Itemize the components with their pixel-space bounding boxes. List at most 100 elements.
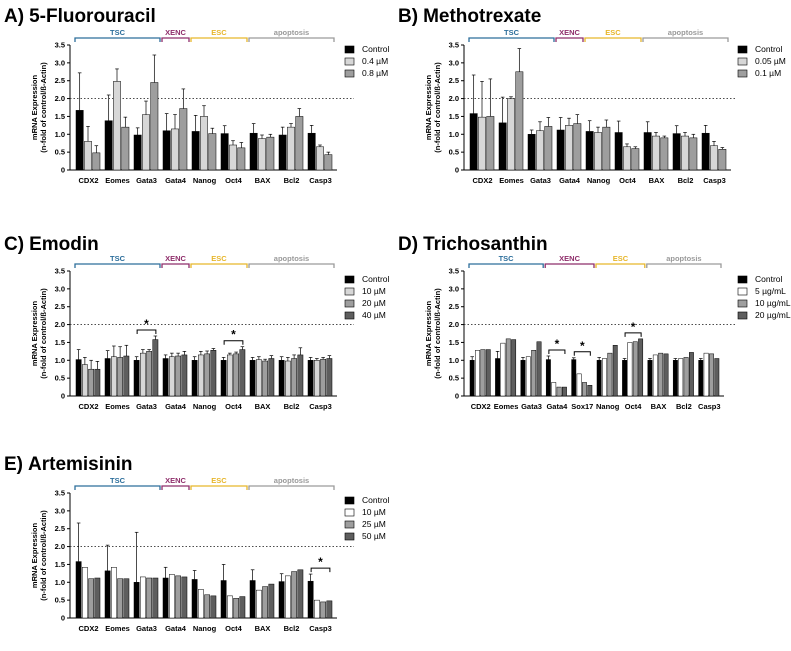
significance-star: * <box>631 320 636 334</box>
legend-swatch <box>737 287 748 296</box>
x-tick-label: BAX <box>255 624 271 633</box>
significance-bracket <box>136 329 157 334</box>
legend-swatch <box>737 299 748 308</box>
bar <box>123 578 130 619</box>
group-label: TSC <box>110 28 126 37</box>
bar <box>75 110 84 171</box>
bar <box>663 353 669 397</box>
significance-star: * <box>318 555 323 569</box>
y-tick-label: 1.0 <box>449 130 459 139</box>
group-label: ESC <box>613 254 629 263</box>
bar <box>204 594 210 619</box>
bar <box>200 116 208 171</box>
bar <box>652 135 660 171</box>
x-tick-label: Oct4 <box>225 176 243 185</box>
bar <box>326 600 333 619</box>
legend-swatch <box>344 299 355 308</box>
x-tick-label: BAX <box>255 402 271 411</box>
bar <box>94 577 101 619</box>
legend-swatch <box>344 287 355 296</box>
y-tick-label: 0 <box>455 166 459 175</box>
chart-title-text: Artemisinin <box>28 454 133 475</box>
y-tick-label: 3.5 <box>449 41 459 50</box>
bar <box>181 576 188 619</box>
bar <box>480 349 486 397</box>
bar <box>652 354 658 397</box>
x-tick-label: Nanog <box>193 402 217 411</box>
group-label: apoptosis <box>274 254 309 263</box>
bar <box>191 360 198 397</box>
significance-star: * <box>144 317 149 331</box>
group-bracket <box>161 263 190 268</box>
chart-panel-5: E) Artemisinin mRNA Expression (n-fold of c… <box>4 454 390 633</box>
legend-swatch <box>737 57 748 66</box>
x-tick-label: Gata4 <box>165 176 187 185</box>
group-label: ESC <box>211 476 227 485</box>
bar <box>623 146 631 171</box>
chart-title-text: Trichosanthin <box>423 234 548 255</box>
bar <box>229 144 237 171</box>
bar <box>710 145 718 171</box>
bar <box>111 356 117 397</box>
y-tick-label: 1.5 <box>55 560 65 569</box>
bar <box>469 113 478 171</box>
legend-swatch <box>737 275 748 284</box>
bar <box>82 567 88 619</box>
bar <box>594 132 602 171</box>
bar <box>672 360 678 397</box>
group-bracket <box>161 37 190 42</box>
chart-title: B) Methotrexate <box>398 6 541 27</box>
bar <box>133 360 140 397</box>
group-label: ESC <box>211 254 227 263</box>
bar <box>278 360 285 397</box>
bar <box>198 589 204 619</box>
significance-bracket <box>310 567 331 573</box>
x-tick-label: BAX <box>651 402 667 411</box>
bar <box>681 135 689 171</box>
bar <box>698 360 704 397</box>
y-axis-label-2: (n-fold of control/ß-Actin) <box>433 288 442 379</box>
y-tick-label: 2.0 <box>55 542 65 551</box>
legend-swatch <box>344 69 355 78</box>
y-axis-label-2: (n-fold of control/ß-Actin) <box>39 510 48 601</box>
bar <box>133 134 142 171</box>
y-tick-label: 3.5 <box>449 267 459 276</box>
bar <box>602 126 611 171</box>
bar <box>571 359 577 397</box>
bar <box>150 82 159 171</box>
x-tick-label: Gata3 <box>136 402 157 411</box>
bar <box>220 360 227 397</box>
x-tick-label: Eomes <box>105 402 130 411</box>
x-tick-label: BAX <box>649 176 665 185</box>
bar <box>104 358 111 397</box>
bar <box>291 358 297 397</box>
y-tick-label: 1.0 <box>449 356 459 365</box>
chart-panel-2: B) Methotrexate mRNA Expression (n-fold of … <box>398 6 786 185</box>
group-label: ESC <box>211 28 227 37</box>
x-tick-label: Gata3 <box>136 176 157 185</box>
bar <box>551 382 557 397</box>
x-tick-label: CDX2 <box>78 176 98 185</box>
bar <box>162 577 169 619</box>
legend-label: 0.4 µM <box>362 56 388 66</box>
x-tick-label: Eomes <box>499 176 524 185</box>
bar <box>307 132 316 171</box>
bar <box>689 352 694 397</box>
bar <box>314 599 320 619</box>
bar <box>84 141 92 171</box>
y-tick-label: 2.5 <box>55 524 65 533</box>
bar <box>113 81 121 171</box>
bar <box>92 152 101 171</box>
x-tick-label: Bcl2 <box>284 402 300 411</box>
bar <box>562 386 567 397</box>
bar <box>701 132 710 171</box>
y-tick-label: 2.0 <box>55 94 65 103</box>
group-label: ESC <box>605 28 621 37</box>
bar <box>133 582 140 619</box>
y-tick-label: 2.5 <box>449 302 459 311</box>
bar <box>256 589 262 619</box>
bar <box>495 358 500 397</box>
group-label: XENC <box>559 28 580 37</box>
group-bracket <box>584 37 642 42</box>
x-tick-label: Sox17 <box>571 402 593 411</box>
